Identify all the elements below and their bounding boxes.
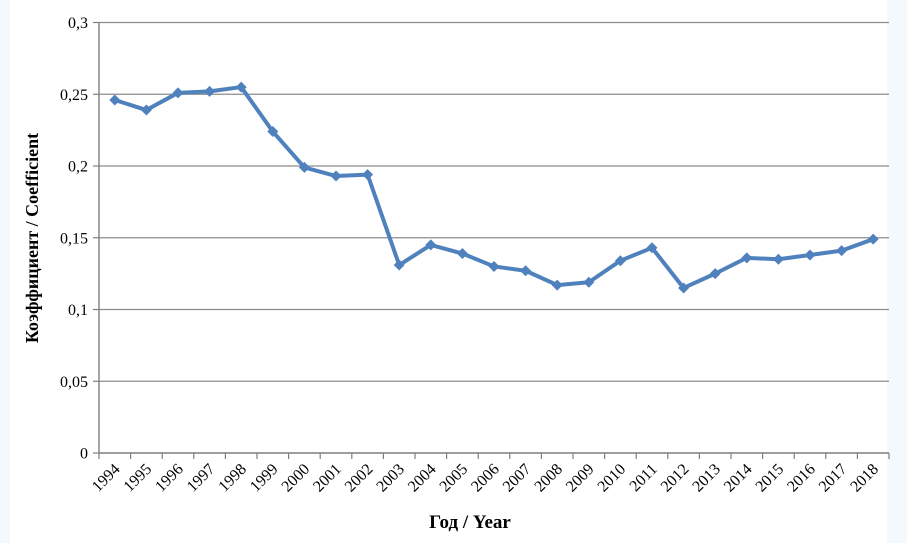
x-year-label: 2011 bbox=[627, 461, 661, 495]
y-tick-label: 0,05 bbox=[60, 374, 88, 391]
x-year-label: 1996 bbox=[152, 461, 187, 496]
diamond-marker bbox=[741, 252, 753, 264]
diamond-marker bbox=[709, 268, 721, 280]
diamond-marker bbox=[520, 265, 532, 277]
x-year-label: 2018 bbox=[847, 461, 882, 496]
diamond-marker bbox=[109, 94, 121, 106]
y-axis-tick-marks bbox=[93, 21, 99, 454]
series-polyline bbox=[112, 85, 876, 290]
x-year-label: 2010 bbox=[595, 461, 630, 496]
diamond-marker bbox=[456, 248, 468, 260]
y-tick-label: 0,25 bbox=[60, 87, 88, 104]
x-axis-tick-marks bbox=[98, 453, 890, 459]
diamond-marker bbox=[204, 85, 216, 97]
x-year-label: 2016 bbox=[784, 461, 819, 496]
x-year-label: 2007 bbox=[500, 461, 535, 496]
x-axis-title: Год / Year bbox=[429, 512, 511, 533]
diamond-marker bbox=[836, 245, 848, 257]
x-axis-year-labels: 1994199519961997199819992000200120022003… bbox=[89, 461, 882, 496]
diamond-marker bbox=[235, 81, 247, 93]
x-year-label: 2003 bbox=[373, 461, 408, 496]
x-year-label: 2008 bbox=[531, 461, 566, 496]
diamond-marker bbox=[330, 170, 342, 182]
x-year-label: 1999 bbox=[247, 461, 282, 496]
x-year-label: 1998 bbox=[215, 461, 250, 496]
diamond-marker bbox=[867, 233, 879, 245]
x-year-label: 1997 bbox=[184, 461, 219, 496]
diamond-marker bbox=[804, 249, 816, 261]
x-year-label: 2014 bbox=[721, 461, 756, 496]
x-year-label: 1994 bbox=[89, 461, 124, 496]
diamond-marker bbox=[298, 161, 310, 173]
diamond-marker bbox=[551, 279, 563, 291]
x-year-label: 2012 bbox=[658, 461, 693, 496]
x-year-label: 2000 bbox=[279, 461, 314, 496]
diamond-marker bbox=[772, 253, 784, 265]
y-tick-label: 0 bbox=[80, 446, 88, 463]
diamond-marker bbox=[646, 242, 658, 254]
gridlines bbox=[99, 21, 889, 382]
x-year-label: 1995 bbox=[121, 461, 156, 496]
diamond-marker bbox=[362, 169, 374, 181]
y-axis-tick-labels: 0 0,05 0,1 0,15 0,2 0,25 0,3 bbox=[60, 15, 88, 463]
y-tick-label: 0,2 bbox=[68, 159, 88, 176]
x-year-label: 2013 bbox=[689, 461, 724, 496]
x-year-label: 2009 bbox=[563, 461, 598, 496]
diamond-marker bbox=[678, 282, 690, 294]
x-year-label: 2015 bbox=[753, 461, 788, 496]
diamond-marker bbox=[583, 276, 595, 288]
diamond-marker bbox=[488, 260, 500, 272]
diamond-marker bbox=[267, 126, 279, 138]
data-series-line bbox=[112, 85, 876, 290]
x-year-label: 2005 bbox=[437, 461, 472, 496]
x-year-label: 2017 bbox=[816, 461, 851, 496]
data-series-markers bbox=[109, 81, 879, 294]
diamond-marker bbox=[140, 104, 152, 116]
diamond-marker bbox=[172, 87, 184, 99]
y-tick-label: 0,3 bbox=[68, 15, 88, 32]
diamond-marker bbox=[425, 239, 437, 251]
diamond-marker bbox=[614, 255, 626, 267]
x-year-label: 2002 bbox=[342, 461, 377, 496]
y-axis-title: Коэффициент / Coefficient bbox=[22, 133, 42, 343]
diamond-marker bbox=[393, 259, 405, 271]
y-tick-label: 0,1 bbox=[68, 302, 88, 319]
x-year-label: 2006 bbox=[468, 461, 503, 496]
y-tick-label: 0,15 bbox=[60, 230, 88, 247]
x-year-label: 2004 bbox=[405, 461, 440, 496]
x-year-label: 2001 bbox=[310, 461, 345, 496]
